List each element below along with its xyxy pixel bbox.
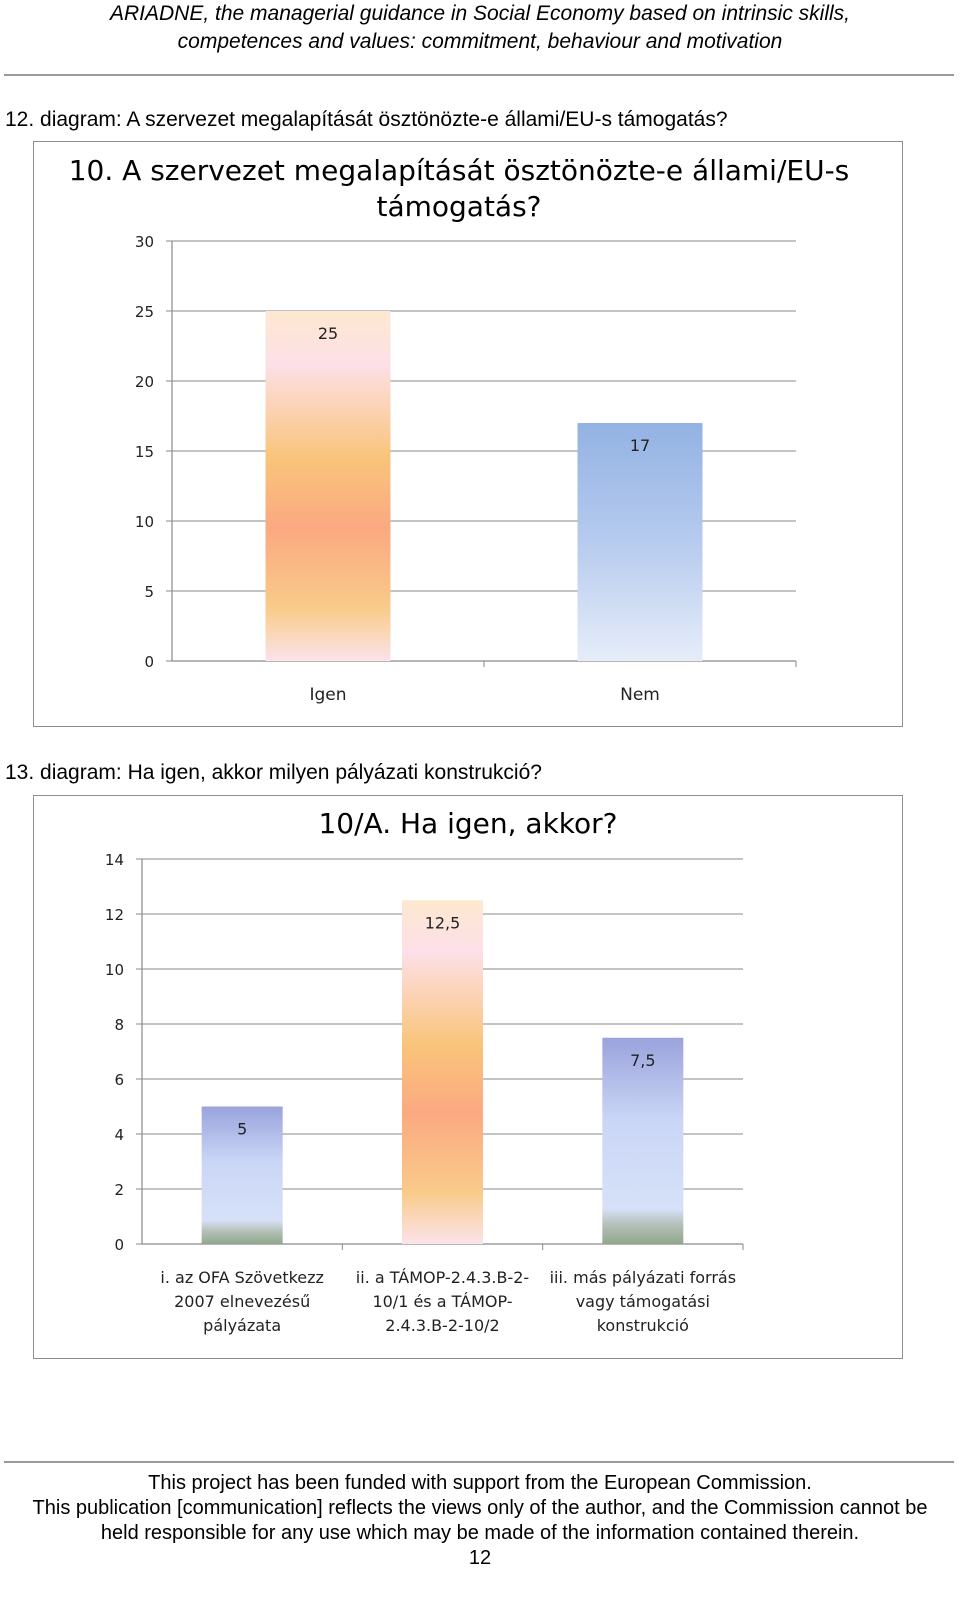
category-label: 2.4.3.B-2-10/2 [385,1316,499,1335]
category-label: 10/1 és a TÁMOP- [372,1292,512,1311]
footer-line-3: held responsible for any use which may b… [100,1522,860,1544]
footer-rule [4,1461,954,1463]
category-label: vagy támogatási [576,1292,710,1311]
y-tick-label: 12 [105,906,124,924]
category-label: 2007 elnevezésű [174,1292,310,1311]
bar-value-label: 5 [237,1120,247,1139]
chart-13-svg: 10/A. Ha igen, akkor? 0 2 4 6 8 10 12 14 5 i. az O… [105,807,744,1335]
y-tick-label: 4 [114,1126,124,1144]
y-tick-label: 5 [144,583,154,601]
y-tick-label: 20 [135,373,154,391]
bar-value-label: 25 [318,324,338,343]
y-tick-label: 0 [144,653,154,671]
y-tick-label: 15 [135,443,154,461]
footer-line-2: This publication [communication] reflect… [32,1497,928,1519]
bar [602,1037,684,1244]
category-label: Nem [620,685,660,705]
chart-12: 10. A szervezet megalapítását ösztönözte… [33,141,903,727]
category-label: i. az OFA Szövetkezz [160,1268,324,1287]
y-tick-label: 6 [114,1071,124,1089]
chart-12-svg: 10. A szervezet megalapítását ösztönözte… [69,154,850,705]
y-tick-label: 25 [135,303,154,321]
chart-title-line: támogatás? [376,190,541,223]
y-tick-label: 8 [114,1016,124,1034]
chart-title-line: 10. A szervezet megalapítását ösztönözte… [69,154,850,187]
document-footer: This project has been funded with suppor… [0,1471,960,1571]
y-tick-label: 10 [105,961,124,979]
bar [265,311,391,661]
category-label: ii. a TÁMOP-2.4.3.B-2- [356,1268,529,1287]
header-rule [4,74,954,76]
y-tick-label: 14 [105,851,124,869]
y-tick-label: 30 [135,233,154,251]
chart-title-line: 10/A. Ha igen, akkor? [318,807,617,840]
bar-value-label: 12,5 [425,913,461,932]
diagram-13-caption: 13. diagram: Ha igen, akkor milyen pályá… [5,761,542,784]
bar [577,423,703,661]
category-label: pályázata [203,1316,281,1335]
chart-13: 10/A. Ha igen, akkor? 0 2 4 6 8 10 12 14 5 i. az O… [33,795,903,1359]
footer-line-1: This project has been funded with suppor… [148,1472,812,1494]
diagram-12-caption: 12. diagram: A szervezet megalapítását ö… [5,108,728,131]
category-label: iii. más pályázati forrás [550,1268,736,1287]
bar [201,1106,283,1244]
y-tick-label: 0 [114,1236,124,1254]
bar-value-label: 17 [630,436,650,455]
category-label: Igen [309,685,346,705]
page-number: 12 [468,1547,492,1569]
bar [402,900,483,1244]
category-label: konstrukció [597,1316,689,1335]
document-header: ARIADNE, the managerial guidance in Soci… [0,0,960,56]
y-tick-label: 2 [114,1181,124,1199]
y-tick-label: 10 [135,513,154,531]
header-line-2: competences and values: commitment, beha… [177,30,783,53]
header-line-1: ARIADNE, the managerial guidance in Soci… [109,2,851,25]
bar-value-label: 7,5 [630,1051,655,1070]
